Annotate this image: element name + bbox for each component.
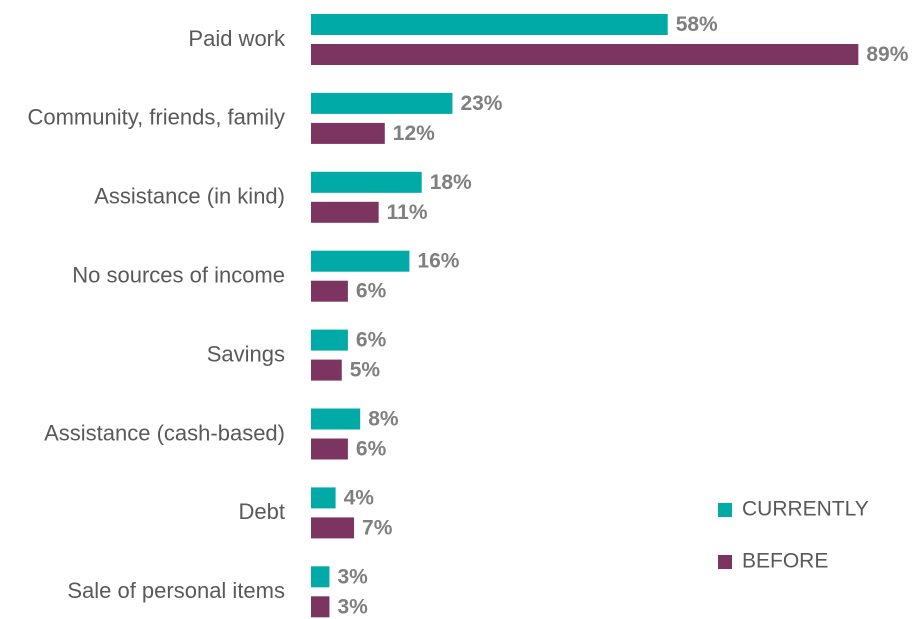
- category-label: Assistance (in kind): [94, 184, 285, 209]
- bar: [311, 171, 422, 193]
- value-label: 58%: [676, 13, 718, 36]
- bar: [311, 201, 379, 223]
- bar: [311, 487, 336, 509]
- value-label: 7%: [362, 516, 393, 539]
- value-label: 23%: [460, 92, 502, 115]
- value-label: 8%: [368, 408, 399, 431]
- bar: [311, 329, 348, 351]
- value-label: 6%: [356, 329, 387, 352]
- value-label: 6%: [356, 280, 387, 303]
- value-label: 5%: [350, 359, 381, 382]
- category-label: Sale of personal items: [67, 578, 285, 603]
- bar: [311, 14, 668, 35]
- category-label: No sources of income: [72, 263, 285, 288]
- legend-label: CURRENTLY: [742, 498, 869, 521]
- category-label: Community, friends, family: [27, 105, 285, 130]
- value-label: 6%: [356, 438, 387, 461]
- value-label: 89%: [866, 43, 908, 66]
- value-label: 3%: [337, 565, 368, 588]
- bar: [311, 250, 410, 272]
- bar: [311, 517, 355, 539]
- category-label: Savings: [207, 341, 285, 366]
- bar: [311, 566, 330, 588]
- bar: [311, 438, 348, 460]
- legend-swatch: [718, 503, 732, 517]
- value-label: 3%: [337, 595, 368, 618]
- category-label: Paid work: [188, 26, 286, 51]
- value-label: 11%: [387, 201, 428, 224]
- value-label: 4%: [344, 486, 375, 509]
- bar: [311, 596, 330, 618]
- bar: [311, 44, 859, 65]
- category-label: Assistance (cash-based): [44, 420, 285, 445]
- bar: [311, 92, 453, 114]
- legend-label: BEFORE: [742, 550, 828, 573]
- bar: [311, 408, 361, 430]
- category-label: Debt: [239, 499, 285, 524]
- bar: [311, 280, 348, 302]
- legend-swatch: [718, 555, 732, 569]
- value-label: 12%: [393, 122, 435, 145]
- value-label: 18%: [430, 171, 472, 194]
- bar: [311, 359, 342, 381]
- bar: [311, 122, 385, 144]
- value-label: 16%: [417, 250, 459, 273]
